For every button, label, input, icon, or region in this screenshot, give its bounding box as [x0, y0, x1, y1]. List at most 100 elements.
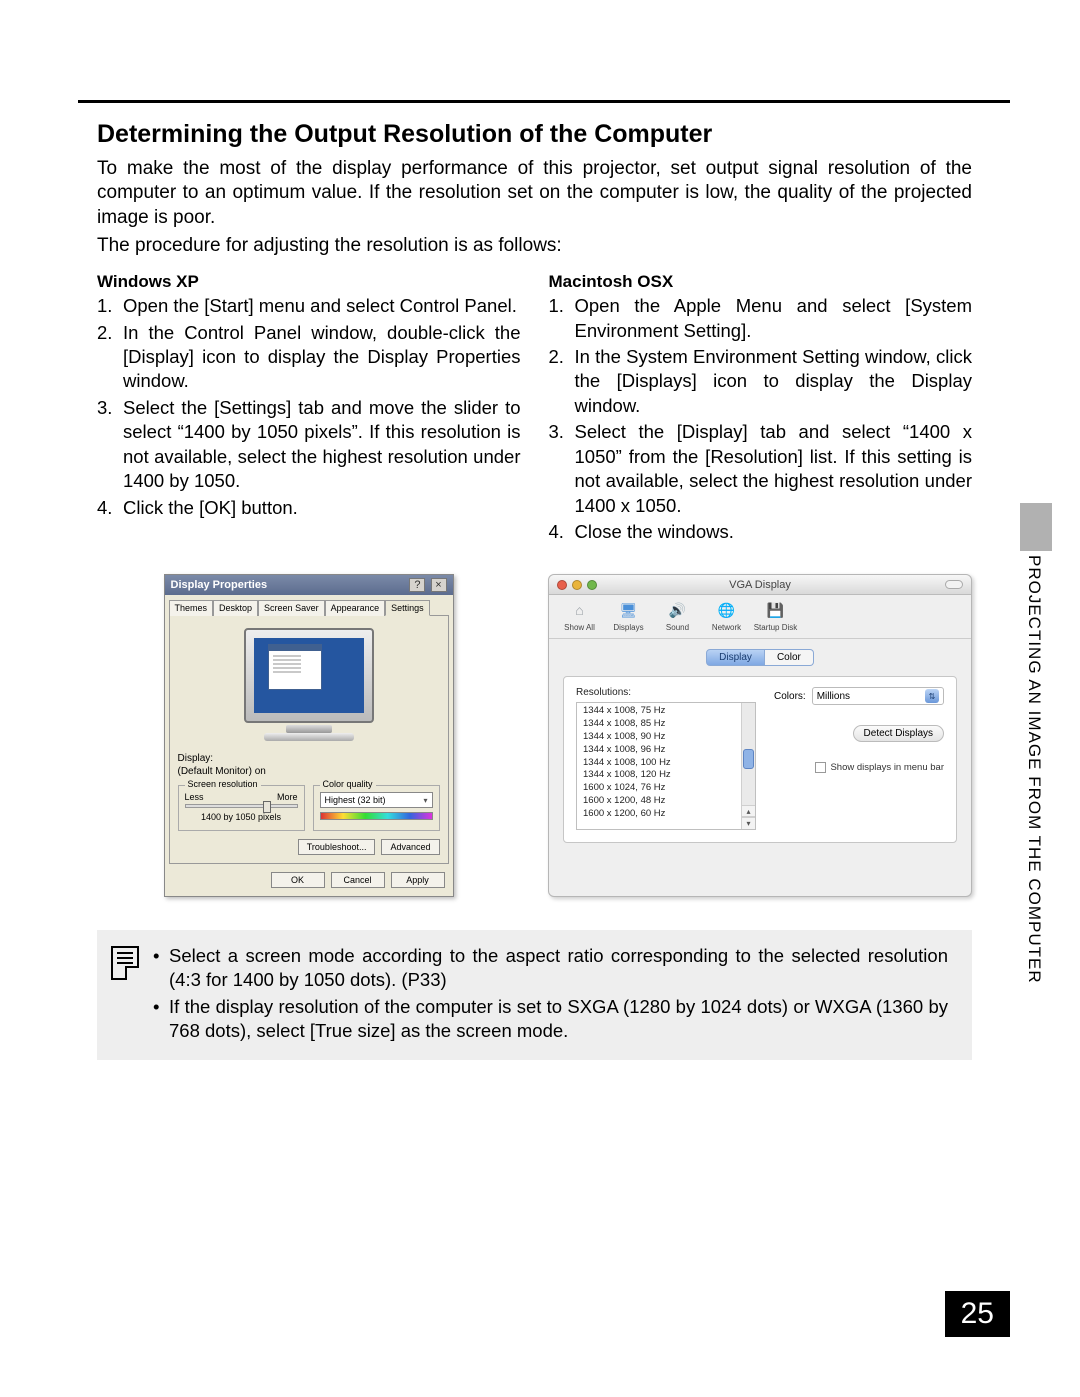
toolbar-label: Displays — [613, 623, 643, 632]
resolution-option[interactable]: 1600 x 1024, 76 Hz — [583, 782, 735, 795]
xp-resolution-group: Screen resolution Less More 1400 by 1050… — [178, 785, 305, 831]
mac-titlebar: VGA Display — [549, 575, 971, 595]
scrollbar-thumb[interactable] — [743, 749, 754, 769]
chevron-down-icon: ▾ — [423, 796, 427, 805]
xp-tab-settings[interactable]: Settings — [385, 600, 430, 616]
toolbar-toggle-icon[interactable] — [945, 580, 963, 589]
resolution-slider[interactable] — [185, 804, 298, 808]
resolution-option[interactable]: 1344 x 1008, 85 Hz — [583, 718, 735, 731]
mac-toolbar: ⌂ Show All 🖥 Displays 🔊Sound🌐Network 💾 Startup… — [549, 595, 971, 639]
top-rule — [78, 100, 1010, 103]
cancel-button[interactable]: Cancel — [331, 872, 385, 888]
intro-paragraph-1: To make the most of the display performa… — [97, 157, 972, 230]
xp-display-label: Display: — [178, 753, 440, 764]
windows-step: Click the [OK] button. — [97, 496, 521, 520]
windows-column: Windows XP Open the [Start] menu and sel… — [97, 272, 521, 546]
resolution-option[interactable]: 1344 x 1008, 90 Hz — [583, 731, 735, 744]
monitor-icon — [239, 628, 379, 743]
toolbar-label: Sound — [666, 623, 689, 632]
advanced-button[interactable]: Advanced — [381, 839, 439, 855]
mac-body: DisplayColor Resolutions: 1344 x 1008, 7… — [549, 639, 971, 857]
tip-item: If the display resolution of the compute… — [153, 995, 948, 1044]
windows-heading: Windows XP — [97, 272, 521, 292]
mac-screenshot: VGA Display ⌂ Show All 🖥 Displays 🔊Sound🌐Net… — [548, 574, 972, 897]
mac-step: Close the windows. — [549, 520, 973, 544]
select-arrows-icon: ⇅ — [925, 689, 939, 703]
troubleshoot-button[interactable]: Troubleshoot... — [298, 839, 376, 855]
segment-color[interactable]: Color — [765, 649, 814, 666]
note-icon — [111, 946, 139, 980]
resolutions-label: Resolutions: — [576, 687, 756, 698]
menubar-check-label: Show displays in menu bar — [830, 762, 944, 773]
intro-paragraph-2: The procedure for adjusting the resoluti… — [97, 234, 972, 258]
scroll-down-icon[interactable]: ▾ — [742, 817, 755, 829]
xp-tabs: ThemesDesktopScreen SaverAppearanceSetti… — [165, 595, 453, 615]
mac-window-title: VGA Display — [549, 579, 971, 591]
slider-more-label: More — [277, 792, 298, 802]
xp-titlebar: Display Properties ? × — [165, 575, 453, 595]
xp-tab-screen-saver[interactable]: Screen Saver — [258, 600, 325, 616]
xp-tab-themes[interactable]: Themes — [169, 600, 214, 616]
colors-select[interactable]: Millions ⇅ — [812, 687, 944, 705]
resolution-option[interactable]: 1600 x 1200, 48 Hz — [583, 795, 735, 808]
resolution-option[interactable]: 1344 x 1008, 120 Hz — [583, 769, 735, 782]
apply-button[interactable]: Apply — [391, 872, 445, 888]
xp-body: Display: (Default Monitor) on Screen res… — [169, 615, 449, 864]
xp-display-value: (Default Monitor) on — [178, 766, 440, 777]
startup-disk-icon: 💾 — [763, 599, 789, 621]
close-icon[interactable]: × — [431, 578, 447, 592]
mac-step: Open the Apple Menu and select [System E… — [549, 294, 973, 343]
toolbar-startup-disk[interactable]: 💾 Startup Disk — [753, 599, 798, 632]
xp-window-title: Display Properties — [171, 579, 268, 591]
color-bar — [320, 812, 433, 820]
mac-column: Macintosh OSX Open the Apple Menu and se… — [549, 272, 973, 546]
xp-tab-desktop[interactable]: Desktop — [213, 600, 258, 616]
color-quality-select[interactable]: Highest (32 bit) ▾ — [320, 792, 433, 808]
displays-icon: 🖥 — [616, 599, 642, 621]
network-icon: 🌐 — [714, 599, 740, 621]
xp-titlebar-buttons: ? × — [407, 578, 446, 592]
mac-window: VGA Display ⌂ Show All 🖥 Displays 🔊Sound🌐Net… — [548, 574, 972, 897]
tip-list: Select a screen mode according to the as… — [153, 944, 948, 1046]
detect-displays-button[interactable]: Detect Displays — [853, 725, 944, 742]
windows-step: Open the [Start] menu and select Control… — [97, 294, 521, 318]
scrollbar[interactable]: ▴ ▾ — [741, 703, 755, 829]
color-quality-value: Highest (32 bit) — [325, 795, 386, 805]
menubar-checkbox-row[interactable]: Show displays in menu bar — [774, 762, 944, 773]
mac-steps: Open the Apple Menu and select [System E… — [549, 294, 973, 544]
show-all-icon: ⌂ — [567, 599, 593, 621]
mac-segment-control[interactable]: DisplayColor — [563, 649, 957, 666]
resolution-option[interactable]: 1344 x 1008, 96 Hz — [583, 744, 735, 757]
colors-label: Colors: — [774, 691, 806, 702]
windows-steps: Open the [Start] menu and select Control… — [97, 294, 521, 520]
scroll-up-icon[interactable]: ▴ — [742, 805, 755, 817]
xp-resolution-legend: Screen resolution — [185, 779, 261, 789]
resolution-option[interactable]: 1600 x 1200, 60 Hz — [583, 808, 735, 821]
toolbar-displays[interactable]: 🖥 Displays — [606, 599, 651, 632]
toolbar-show-all[interactable]: ⌂ Show All — [557, 599, 602, 632]
resolution-option[interactable]: 1344 x 1008, 75 Hz — [583, 705, 735, 718]
checkbox-icon[interactable] — [815, 762, 826, 773]
resolution-option[interactable]: 1344 x 1008, 100 Hz — [583, 757, 735, 770]
mac-step: In the System Environment Setting window… — [549, 345, 973, 418]
help-icon[interactable]: ? — [409, 578, 425, 592]
windows-step: In the Control Panel window, double-clic… — [97, 321, 521, 394]
resolutions-listbox[interactable]: 1344 x 1008, 75 Hz1344 x 1008, 85 Hz1344… — [576, 702, 756, 830]
xp-tab-appearance[interactable]: Appearance — [325, 600, 386, 616]
screenshots-row: Display Properties ? × ThemesDesktopScre… — [97, 574, 972, 897]
page-content: Determining the Output Resolution of the… — [97, 120, 972, 897]
segment-display[interactable]: Display — [706, 649, 765, 666]
mac-heading: Macintosh OSX — [549, 272, 973, 292]
side-tab-marker — [1020, 503, 1052, 551]
toolbar-label: Show All — [564, 623, 595, 632]
toolbar-network[interactable]: 🌐Network — [704, 599, 749, 632]
windows-step: Select the [Settings] tab and move the s… — [97, 396, 521, 494]
two-column-layout: Windows XP Open the [Start] menu and sel… — [97, 272, 972, 546]
tip-item: Select a screen mode according to the as… — [153, 944, 948, 993]
toolbar-label: Startup Disk — [754, 623, 798, 632]
colors-value: Millions — [817, 691, 850, 702]
toolbar-sound[interactable]: 🔊Sound — [655, 599, 700, 632]
mac-step: Select the [Display] tab and select “140… — [549, 420, 973, 518]
ok-button[interactable]: OK — [271, 872, 325, 888]
xp-groups: Screen resolution Less More 1400 by 1050… — [178, 785, 440, 831]
